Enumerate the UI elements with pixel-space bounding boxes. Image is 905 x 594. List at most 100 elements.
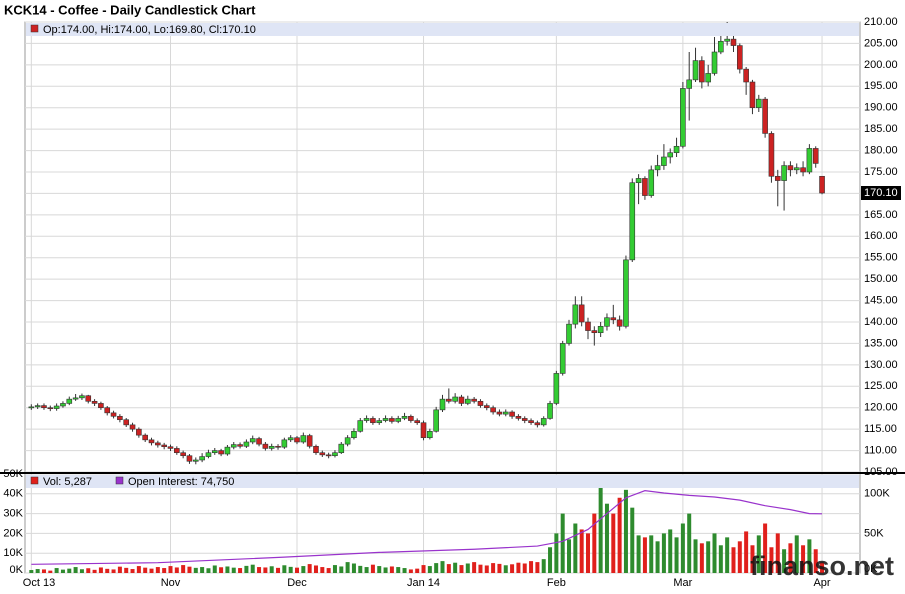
volume-bar xyxy=(820,562,825,573)
volume-bar xyxy=(187,566,192,573)
candle-body xyxy=(230,444,237,448)
candle-body xyxy=(623,259,629,327)
candle-body xyxy=(566,323,572,344)
candle-body xyxy=(363,418,370,421)
volume-bar xyxy=(60,569,65,573)
volume-bar xyxy=(301,566,306,573)
y-tick-label: 120.00 xyxy=(864,402,898,414)
candle-body xyxy=(667,152,674,158)
volume-bar xyxy=(459,565,464,573)
volume-bar xyxy=(351,563,356,573)
volume-bar xyxy=(718,545,723,573)
volume-bar xyxy=(105,568,110,573)
volume-bar xyxy=(617,497,622,573)
candle-body xyxy=(205,452,212,457)
candle-body xyxy=(332,452,338,457)
volume-bar xyxy=(313,565,318,573)
candle-body xyxy=(34,405,41,408)
volume-bar xyxy=(212,565,217,573)
candle-body xyxy=(117,415,123,421)
candle-body xyxy=(294,437,300,443)
volume-bar xyxy=(250,564,255,573)
candle-body xyxy=(699,60,705,83)
candle-body xyxy=(186,455,193,462)
legend-bar xyxy=(26,23,859,36)
volume-bar xyxy=(465,563,470,573)
last-price-tag xyxy=(861,186,901,200)
candle-body xyxy=(509,411,515,417)
y-tick-label: 155.00 xyxy=(864,252,898,264)
candle-body xyxy=(275,445,281,448)
volume-bar xyxy=(402,568,407,573)
candle-body xyxy=(338,443,345,454)
candle-body xyxy=(199,456,205,461)
candle-body xyxy=(174,448,180,454)
candle-body xyxy=(711,51,718,74)
volume-bar xyxy=(440,561,445,573)
candle-body xyxy=(724,38,730,42)
candle-body xyxy=(237,444,243,447)
y-tick-label: 195.00 xyxy=(864,80,898,92)
candle-body xyxy=(553,373,560,404)
candle-body xyxy=(325,454,332,457)
candle-body xyxy=(604,317,610,327)
candle-body xyxy=(755,98,762,109)
volume-bar xyxy=(377,566,382,573)
volume-bar xyxy=(548,547,553,573)
volume-bar xyxy=(598,485,603,573)
volume-bar xyxy=(756,535,761,573)
candle-body xyxy=(559,343,566,374)
volume-bar xyxy=(181,565,186,573)
candle-body xyxy=(433,409,439,432)
candle-body xyxy=(578,304,585,323)
volume-bar xyxy=(782,549,787,573)
volume-bar xyxy=(775,533,780,573)
candle-body xyxy=(540,418,547,426)
volume-bar xyxy=(263,567,268,573)
volume-bar xyxy=(238,568,243,573)
x-tick-label: Mar xyxy=(673,577,692,589)
volume-bar xyxy=(573,523,578,573)
candle-body xyxy=(686,79,693,89)
volume-bar xyxy=(731,547,736,573)
candle-body xyxy=(661,156,667,166)
volume-bar xyxy=(712,533,717,573)
volume-bar xyxy=(257,567,262,573)
volume-bar xyxy=(244,565,249,573)
candle-body xyxy=(793,167,800,171)
volume-bar xyxy=(339,566,344,573)
candle-body xyxy=(648,169,655,196)
volume-bar xyxy=(807,539,812,573)
volume-bar xyxy=(174,567,179,573)
candle-body xyxy=(382,418,389,421)
candle-body xyxy=(91,400,98,404)
volume-bar xyxy=(725,537,730,573)
y-tick-label: 30K xyxy=(3,508,23,520)
candle-body xyxy=(452,396,458,402)
candle-body xyxy=(534,422,541,426)
volume-bar xyxy=(345,562,350,573)
candle-body xyxy=(72,397,79,400)
volume-bar xyxy=(130,569,135,573)
candle-body xyxy=(344,437,351,445)
y-tick-label: 105.00 xyxy=(864,466,898,478)
volume-bar xyxy=(478,564,483,573)
candle-body xyxy=(148,439,155,444)
candle-body xyxy=(585,321,591,331)
candle-body xyxy=(547,403,553,419)
y-tick-label: 175.00 xyxy=(864,166,898,178)
candle-body xyxy=(743,68,749,83)
volume-bar xyxy=(73,567,78,573)
volume-bar xyxy=(168,566,173,573)
volume-bar xyxy=(364,567,369,573)
volume-bar xyxy=(307,564,312,573)
candle-body xyxy=(53,405,60,409)
watermark: finanso.net xyxy=(750,551,894,581)
volume-bar xyxy=(124,567,129,573)
candle-body xyxy=(123,419,130,426)
volume-bar xyxy=(421,565,426,573)
volume-bar xyxy=(611,513,616,573)
candle-body xyxy=(287,437,294,441)
candle-body xyxy=(597,325,604,334)
